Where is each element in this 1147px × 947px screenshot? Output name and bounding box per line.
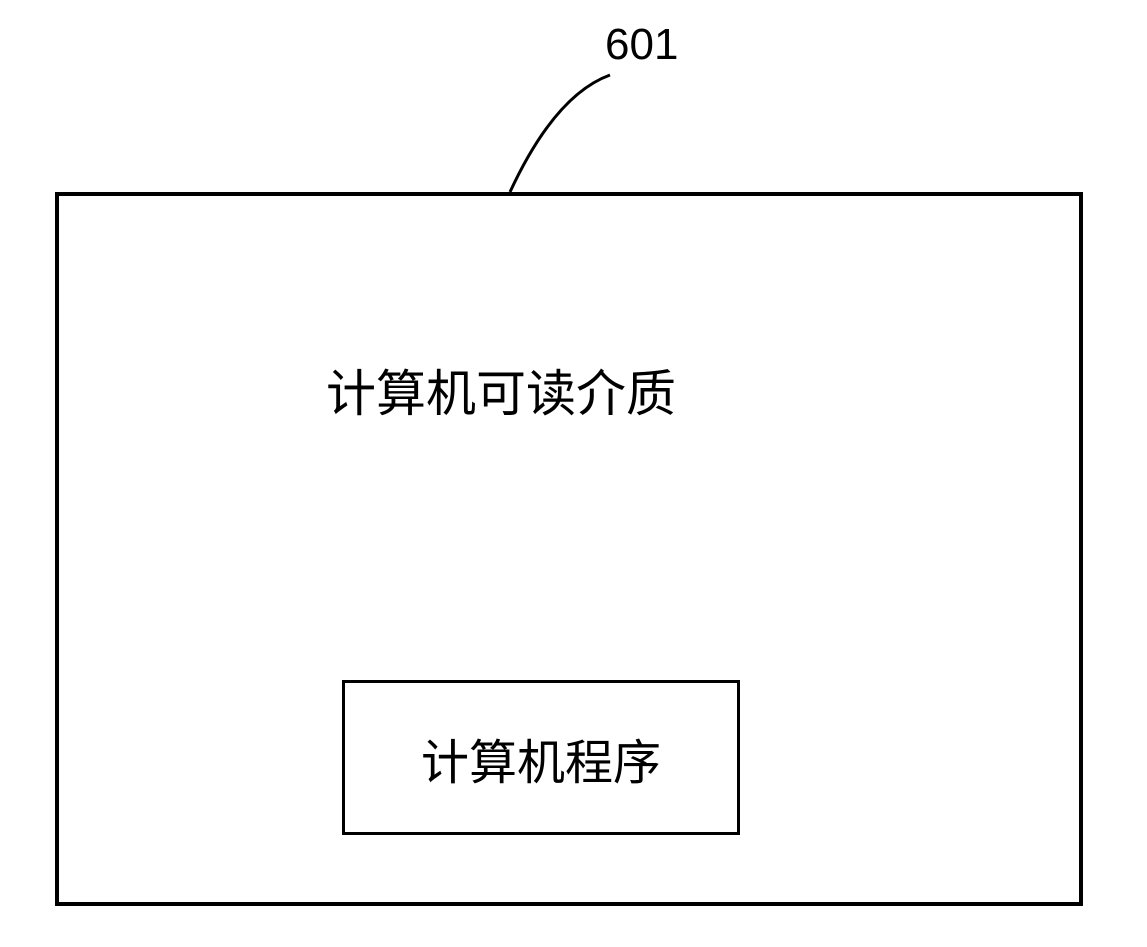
- inner-box-label: 计算机程序: [421, 723, 661, 793]
- diagram-container: 601 610 计算机可读介质 计算机程序: [0, 0, 1147, 947]
- outer-box-label: 计算机可读介质: [326, 354, 676, 426]
- outer-box-computer-readable-medium: 计算机可读介质 计算机程序: [55, 192, 1083, 906]
- inner-box-computer-program: 计算机程序: [342, 680, 740, 835]
- callout-label-601: 601: [605, 20, 678, 70]
- callout-leader-601: [510, 75, 610, 192]
